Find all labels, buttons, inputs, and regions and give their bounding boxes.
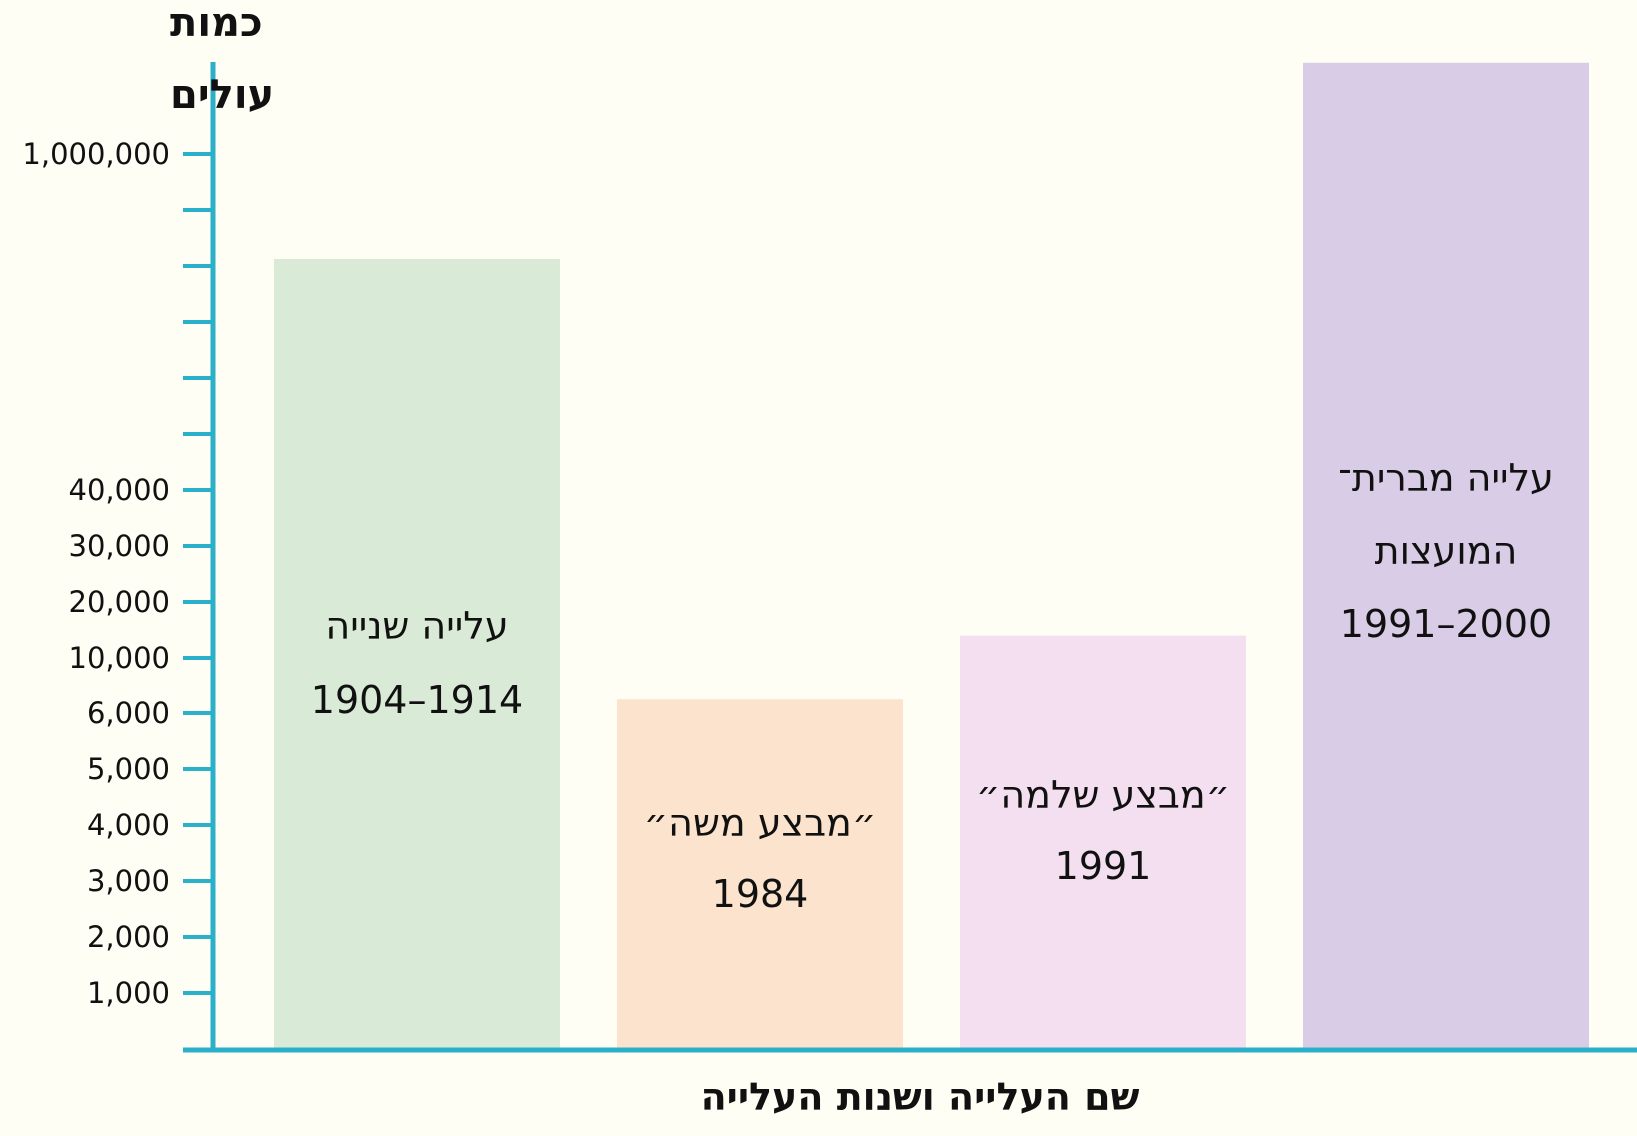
bars: [274, 62, 1589, 1051]
bar-1: [274, 259, 560, 1050]
bar-1-label-line-1: עלייה שנייה: [325, 604, 508, 648]
y-tick-label: 20,000: [69, 585, 170, 619]
axes: [183, 62, 1637, 1053]
y-tick-label: 4,000: [87, 808, 170, 842]
bar-4-label-line-1: עלייה מברית־: [1338, 456, 1554, 500]
bar-2: [617, 699, 903, 1050]
bar-3-label-line-1: ״מבצע שלמה״: [976, 773, 1230, 817]
bar-2-label-line-1: ״מבצע משה״: [644, 801, 877, 845]
y-axis-title-line-1: כמות: [170, 0, 263, 46]
bar-4-label-line-2: המועצות: [1375, 529, 1518, 573]
y-tick-label: 3,000: [87, 864, 170, 898]
bar-2-label-line-2: 1984: [712, 872, 809, 916]
y-tick-label: 5,000: [87, 752, 170, 786]
bar-4: [1303, 62, 1589, 1051]
y-ticks: 1,000 2,000 3,000 4,000 5,000 6,000 10,000 20,0…: [22, 137, 213, 1010]
y-tick-label: 1,000,000: [22, 137, 170, 171]
bar-3: [960, 635, 1246, 1050]
y-tick-label: 1,000: [87, 976, 170, 1010]
bar-3-label-line-2: 1991: [1055, 844, 1152, 888]
y-tick-label: 40,000: [69, 473, 170, 507]
x-axis-title: שם העלייה ושנות העלייה: [701, 1075, 1140, 1119]
y-tick-label: 10,000: [69, 641, 170, 675]
bar-labels: עלייה שנייה 1914–1904 ״מבצע משה״ 1984 ״מבצע …: [311, 456, 1554, 916]
y-tick-label: 30,000: [69, 529, 170, 563]
y-tick-label: 2,000: [87, 920, 170, 954]
bar-1-label-line-2: 1914–1904: [311, 678, 523, 722]
y-axis-title-line-2: עולים: [170, 72, 274, 118]
bar-4-label-line-3: 2000–1991: [1340, 602, 1552, 646]
y-tick-label: 6,000: [87, 696, 170, 730]
